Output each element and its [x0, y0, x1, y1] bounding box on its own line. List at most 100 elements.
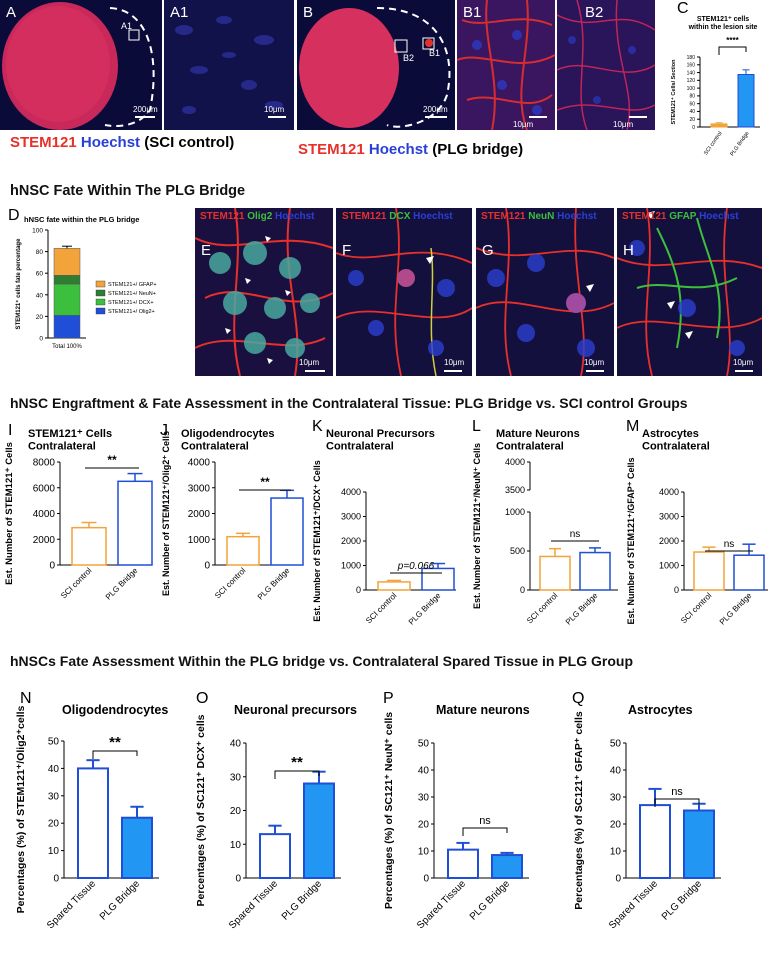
y-tick-label: 4000	[33, 509, 56, 520]
x-tick-label: Spared Tissue	[45, 878, 98, 931]
stain-hoechst: Hoechst	[699, 211, 739, 222]
x-tick-label: PLG Bridge	[104, 566, 140, 602]
caption-b: STEM121 Hoechst (PLG bridge)	[298, 141, 523, 158]
chart-title: Oligodendrocytes	[181, 428, 275, 440]
y-tick-label: 40	[48, 764, 60, 775]
y-tick-label: 20	[610, 820, 622, 831]
bar	[683, 809, 715, 879]
bar	[117, 480, 153, 566]
y-tick-label: 20	[418, 820, 430, 831]
chart-title: STEM121⁺ cells	[697, 16, 749, 23]
x-tick-label: SCI control	[213, 566, 248, 601]
y-axis-label: Est. Number of STEM121⁺/Olig2⁺ Cells	[161, 431, 171, 596]
panel-letter-q: Q	[572, 690, 585, 707]
y-axis-label: STEM121⁺ Cells/ Section	[670, 59, 677, 125]
panel-letter-j: J	[160, 422, 168, 439]
y-tick-label: 3000	[659, 512, 679, 522]
chart-title: hNSC fate within the PLG bridge	[24, 215, 139, 224]
y-tick-label: 60	[689, 101, 695, 107]
bar	[579, 551, 611, 591]
y-tick-label: 3000	[188, 483, 211, 494]
y-tick-label: 6000	[33, 483, 56, 494]
stain-label-g: STEM121 NeuN Hoechst	[481, 211, 597, 222]
stain-label-f: STEM121 DCX Hoechst	[342, 211, 453, 222]
y-tick-label: 0	[692, 125, 695, 131]
micrograph-a1: A1 10μm	[164, 0, 294, 130]
significance-bracket	[718, 46, 747, 55]
legend-label: STEM121+/ NeuN+	[108, 291, 156, 297]
scale-bar	[735, 370, 753, 372]
stain-hoechst: Hoechst	[275, 211, 315, 222]
x-tick-label: SCI control	[364, 591, 399, 626]
chart-p: Mature neurons 0 10 20 30 40 50 Percentages (%)…	[383, 703, 530, 931]
panel-letter-p: P	[383, 690, 394, 707]
significance-label: **	[260, 475, 270, 489]
chart-title: Contralateral	[28, 441, 96, 453]
micrograph-g: G 10μm	[476, 208, 614, 376]
chart-title: Contralateral	[326, 441, 394, 453]
stain-hoechst: Hoechst	[80, 134, 141, 151]
chart-title: Mature neurons	[436, 703, 530, 717]
micrograph-b1: B1 10μm	[457, 0, 555, 130]
stacked-bar-segment	[53, 283, 81, 316]
scale-label: 10μm	[513, 120, 534, 129]
bar	[737, 74, 755, 128]
stain-label-h: STEM121 GFAP Hoechst	[622, 211, 739, 222]
scale-label: 10μm	[264, 105, 285, 114]
chart-title: Contralateral	[642, 441, 710, 453]
section-title-contralateral: hNSC Engraftment & Fate Assessment in th…	[10, 395, 688, 411]
x-tick-label: SCI control	[679, 591, 714, 626]
x-tick-label: PLG Bridge	[98, 878, 143, 923]
y-tick-label: 40	[36, 292, 44, 299]
chart-title: Contralateral	[181, 441, 249, 453]
y-tick-label: 80	[689, 94, 695, 100]
x-tick-label: PLG Bridge	[564, 591, 600, 627]
y-tick-label: 50	[418, 739, 430, 750]
y-tick-label: 40	[418, 766, 430, 777]
x-tick-label: PLG Bridge	[256, 566, 292, 602]
y-tick-label: 120	[687, 78, 696, 84]
y-tick-label: 80	[36, 249, 44, 256]
y-tick-label: 4000	[659, 487, 679, 497]
scale-bar	[529, 116, 547, 118]
significance-label: ns	[570, 529, 581, 540]
chart-title: Neuronal precursors	[234, 703, 357, 717]
bar	[733, 554, 765, 591]
stacked-bar-segment	[53, 248, 81, 276]
inset-label-a1: A1	[121, 21, 133, 31]
caption-group: (SCI control)	[144, 134, 235, 151]
chart-title: Contralateral	[496, 441, 564, 453]
micrograph-b2: B2 10μm	[557, 0, 655, 130]
scale-bar	[444, 370, 462, 372]
y-tick-label: 1000	[188, 535, 211, 546]
y-axis-label: Percentages (%) of STEM121⁺/Olig2⁺cells	[15, 705, 27, 913]
panel-letter-e: E	[201, 242, 212, 259]
x-tick-label: PLG Bridge	[718, 591, 754, 627]
x-tick-label: Spared Tissue	[607, 878, 660, 931]
scale-label: 200μm	[423, 105, 448, 114]
x-tick-label: Total 100%	[52, 344, 82, 350]
scale-bar	[268, 116, 286, 118]
significance-bracket	[92, 750, 138, 759]
panel-letter-i: I	[8, 422, 13, 439]
y-tick-label: 40	[230, 739, 242, 750]
micrograph-b: B B2 B1 200μm	[297, 0, 455, 130]
chart-title: within the lesion site	[688, 24, 758, 31]
y-tick-label: 2000	[659, 536, 679, 546]
significance-label: ****	[726, 36, 739, 45]
chart-d: hNSC fate within the PLG bridge 0 20 40 60 80…	[15, 215, 157, 350]
significance-label: **	[107, 453, 117, 467]
scale-bar	[305, 370, 325, 372]
chart-title: Neuronal Precursors	[326, 428, 435, 440]
y-tick-label: 20	[36, 314, 44, 321]
x-tick-label: PLG Bridge	[468, 878, 513, 923]
bar	[259, 833, 291, 879]
y-tick-label: 60	[36, 271, 44, 278]
y-tick-label: 10	[610, 847, 622, 858]
stain-stem121: STEM121	[622, 211, 667, 222]
significance-label: ns	[479, 815, 491, 827]
scale-label: 200μm	[133, 105, 158, 114]
stain-hoechst: Hoechst	[368, 141, 429, 158]
panel-letter-m: M	[626, 418, 640, 435]
